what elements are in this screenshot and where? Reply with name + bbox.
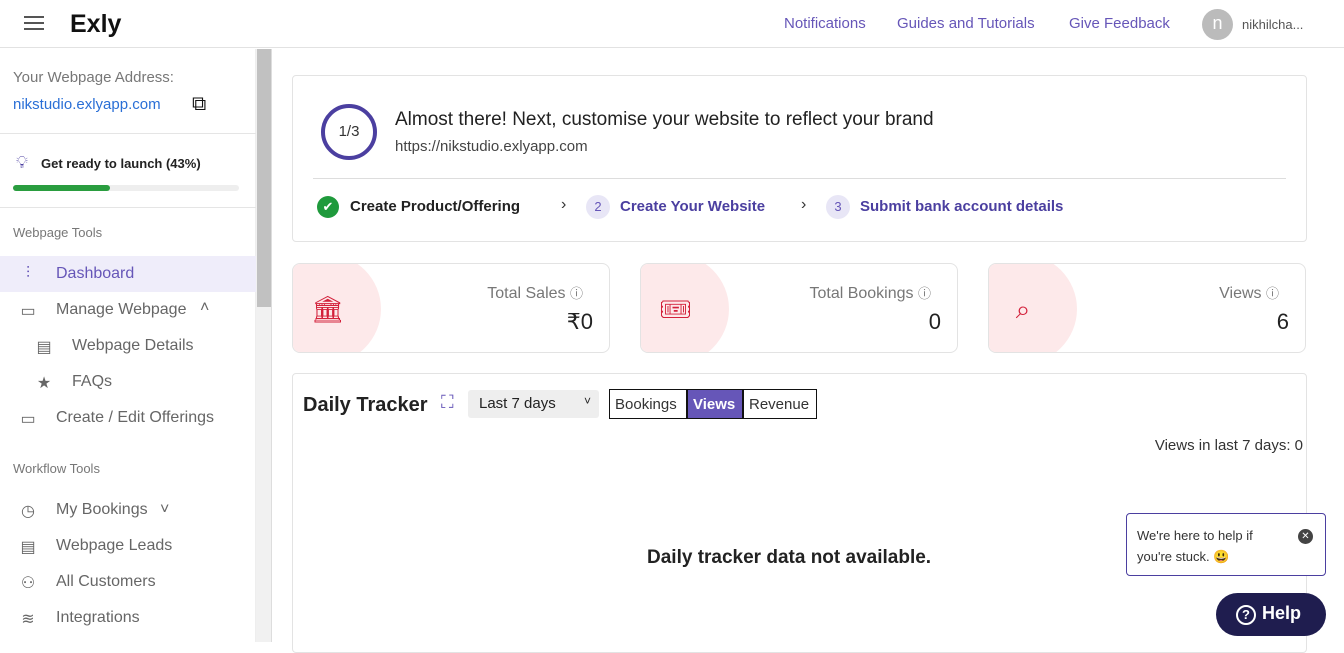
sidebar-scrollbar[interactable] — [256, 49, 272, 642]
expand-icon[interactable]: ⛶ — [441, 392, 454, 412]
help-bubble: We're here to help if you're stuck. 😃 ✕ — [1126, 513, 1326, 576]
launch-label: Get ready to launch (43%) — [41, 156, 201, 171]
menu-icon[interactable] — [24, 16, 44, 30]
range-select[interactable]: Last 7 days ˅ — [468, 390, 599, 418]
bank-icon: 🏛︎ — [311, 294, 345, 324]
help-icon: ? — [1236, 605, 1256, 625]
sidebar-item-offerings[interactable]: ▭ Create / Edit Offerings — [0, 400, 256, 436]
stat-total-bookings: 🎟︎ Total Bookings ⓘ 0 — [640, 263, 958, 353]
address-link[interactable]: nikstudio.exlyapp.com — [13, 96, 161, 113]
check-icon: ✔ — [317, 196, 339, 218]
avatar[interactable]: n — [1202, 9, 1233, 40]
chevron-up-icon: ˄ — [200, 299, 210, 316]
stat-total-sales: 🏛︎ Total Sales ⓘ ₹0 — [292, 263, 610, 353]
guides-link[interactable]: Guides and Tutorials — [897, 15, 1035, 32]
toggle-revenue[interactable]: Revenue — [743, 389, 817, 419]
step-1[interactable]: Create Product/Offering — [350, 198, 521, 215]
search-screen-icon: ⌕ — [1015, 294, 1031, 324]
help-bubble-text: We're here to help if you're stuck. 😃 — [1137, 528, 1253, 564]
notifications-link[interactable]: Notifications — [784, 15, 866, 32]
sliders-icon: ⫶ — [25, 265, 30, 282]
logo[interactable]: Exly — [70, 10, 122, 38]
chevron-right-icon: › — [801, 196, 807, 213]
sidebar-item-manage-webpage[interactable]: ▭ Manage Webpage ˄ — [0, 292, 256, 328]
browser-icon: ▤ — [36, 339, 52, 356]
chevron-right-icon: › — [561, 196, 567, 213]
sidebar-item-integrations[interactable]: ≋ Integrations — [0, 600, 256, 636]
clock-icon: ◷ — [21, 503, 35, 520]
lightbulb-icon: 💡︎ — [16, 153, 28, 172]
sidebar: Your Webpage Address: nikstudio.exlyapp.… — [0, 49, 256, 642]
onboarding-title: Almost there! Next, customise your websi… — [395, 109, 934, 130]
info-icon: ⓘ — [917, 286, 931, 301]
tracker-summary: Views in last 7 days: 0 — [1154, 437, 1303, 454]
toggle-views[interactable]: Views — [687, 389, 743, 419]
monitor-icon: ▭ — [20, 303, 36, 320]
step-progress-ring: 1/3 — [321, 104, 377, 160]
tracker-empty: Daily tracker data not available. — [647, 547, 932, 568]
top-bar: Exly Notifications Guides and Tutorials … — [0, 0, 1344, 48]
step-3-number: 3 — [826, 195, 850, 219]
tracker-title: Daily Tracker — [303, 394, 428, 416]
ticket-icon: 🎟︎ — [659, 294, 693, 324]
address-label: Your Webpage Address: — [13, 69, 174, 86]
close-icon[interactable]: ✕ — [1298, 529, 1313, 544]
sidebar-item-webpage-leads[interactable]: ▤ Webpage Leads — [0, 528, 256, 564]
section-webpage-tools: Webpage Tools — [13, 225, 103, 240]
section-workflow-tools: Workflow Tools — [13, 461, 100, 476]
onboarding-card: 1/3 Almost there! Next, customise your w… — [292, 75, 1307, 242]
sidebar-item-faqs[interactable]: ★ FAQs — [0, 364, 256, 400]
info-icon: ⓘ — [569, 286, 583, 301]
stat-views: ⌕ Views ⓘ 6 — [988, 263, 1306, 353]
step-2-number: 2 — [586, 195, 610, 219]
onboarding-url[interactable]: https://nikstudio.exlyapp.com — [395, 138, 588, 155]
stack-icon: ≋ — [21, 611, 35, 628]
chevron-down-icon: ˅ — [583, 394, 591, 408]
toggle-bookings[interactable]: Bookings — [609, 389, 687, 419]
info-icon: ⓘ — [1265, 286, 1279, 301]
username[interactable]: nikhilcha... — [1242, 17, 1304, 32]
feedback-link[interactable]: Give Feedback — [1069, 15, 1170, 32]
help-button[interactable]: ? Help — [1216, 593, 1326, 636]
sidebar-item-webpage-details[interactable]: ▤ Webpage Details — [0, 328, 256, 364]
chevron-down-icon: ˅ — [160, 501, 170, 518]
sidebar-item-my-bookings[interactable]: ◷ My Bookings ˅ — [0, 492, 256, 528]
copy-icon[interactable]: ⧉ — [192, 93, 207, 115]
sidebar-item-all-customers[interactable]: ⚇ All Customers — [0, 564, 256, 600]
launch-progress — [13, 185, 239, 191]
presentation-icon: ▭ — [20, 411, 36, 428]
step-2[interactable]: Create Your Website — [620, 198, 766, 215]
sidebar-item-dashboard[interactable]: ⫶ Dashboard — [0, 256, 256, 292]
people-icon: ⚇ — [20, 575, 36, 592]
star-icon: ★ — [36, 375, 52, 392]
window-icon: ▤ — [20, 539, 36, 556]
step-3[interactable]: Submit bank account details — [860, 198, 1064, 215]
